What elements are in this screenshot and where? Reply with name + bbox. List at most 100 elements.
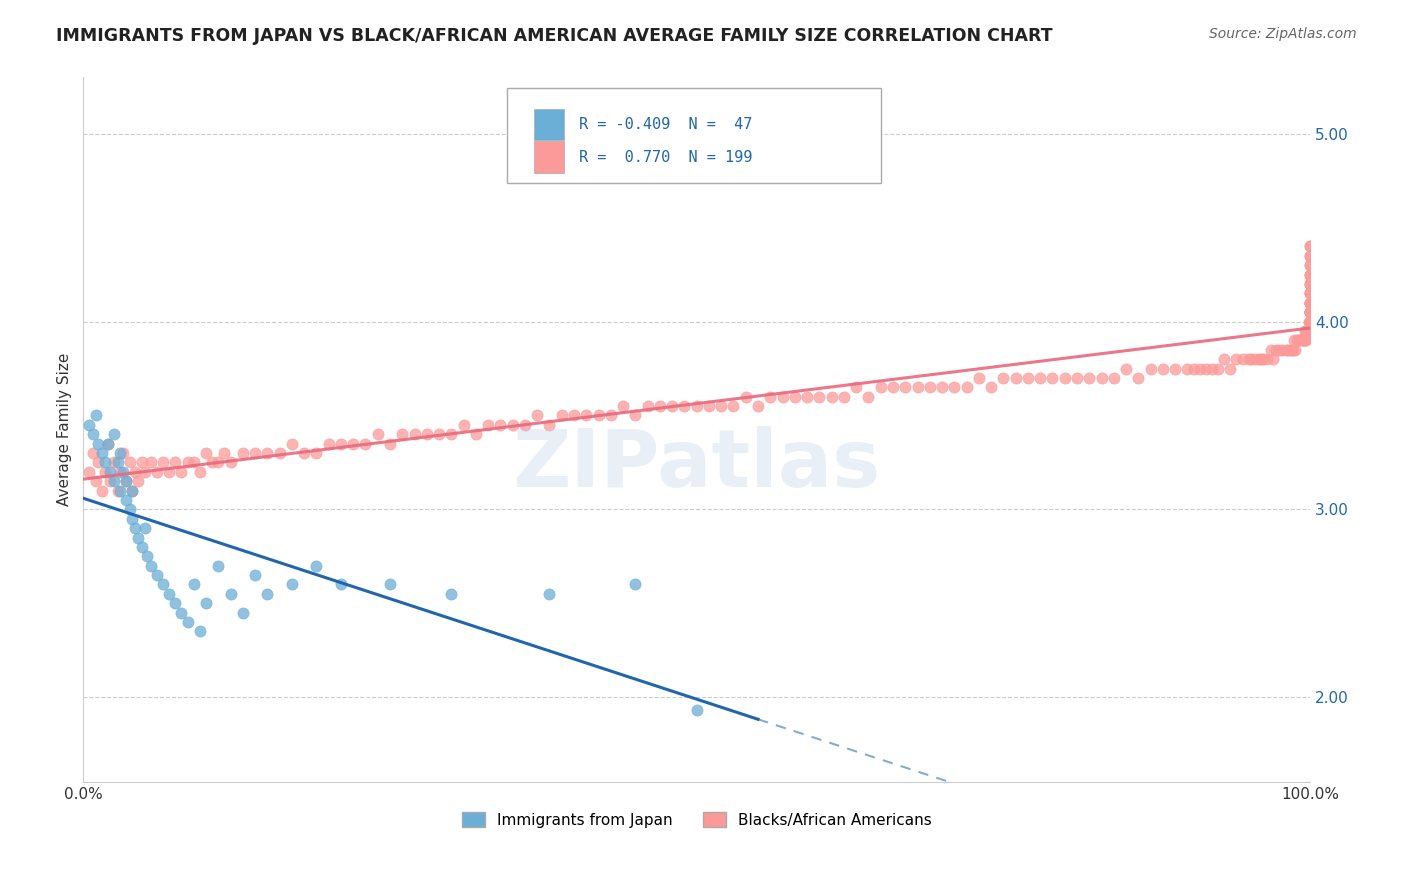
Point (1299, 305, 1322, 319)
Point (1232, 352, 1254, 367)
Point (103, 455, 125, 469)
Point (1299, 286, 1322, 301)
Point (967, 371, 990, 385)
Point (115, 474, 138, 488)
Point (796, 390, 818, 404)
Point (1177, 361, 1199, 376)
Point (1298, 315, 1320, 329)
Point (1299, 305, 1322, 319)
Point (305, 446, 328, 460)
Point (157, 465, 180, 479)
Point (1201, 361, 1223, 376)
Point (551, 409, 574, 423)
Point (502, 417, 524, 432)
Point (134, 465, 156, 479)
Point (1299, 315, 1322, 329)
Point (1299, 268, 1322, 282)
Point (108, 483, 131, 498)
Point (84, 409, 107, 423)
Point (894, 380, 917, 394)
Point (599, 409, 621, 423)
Point (329, 577, 352, 591)
Point (845, 380, 868, 394)
Point (1298, 324, 1320, 338)
Point (256, 587, 278, 601)
Point (1042, 371, 1064, 385)
Point (907, 380, 929, 394)
Point (538, 417, 561, 432)
Point (661, 399, 683, 413)
Point (1295, 324, 1317, 338)
Point (121, 483, 143, 498)
Point (367, 427, 389, 442)
Point (1299, 277, 1322, 291)
Point (1139, 361, 1161, 376)
Point (1240, 352, 1263, 367)
Point (1291, 334, 1313, 348)
Point (1296, 324, 1319, 338)
Point (183, 577, 205, 591)
FancyBboxPatch shape (506, 88, 880, 183)
Point (759, 390, 782, 404)
Point (165, 455, 187, 469)
Point (1299, 305, 1322, 319)
Point (103, 427, 125, 442)
Point (404, 427, 426, 442)
Point (87, 455, 110, 469)
Point (118, 455, 141, 469)
Point (115, 474, 138, 488)
Point (1213, 352, 1236, 367)
Point (1128, 371, 1150, 385)
Point (477, 417, 499, 432)
Point (139, 558, 162, 573)
Point (1299, 315, 1322, 329)
Point (943, 380, 966, 394)
Point (1292, 334, 1315, 348)
Point (1298, 324, 1320, 338)
Point (1299, 249, 1322, 263)
Point (513, 417, 536, 432)
Point (1299, 315, 1322, 329)
Point (734, 390, 756, 404)
Point (1299, 305, 1322, 319)
Point (94, 455, 117, 469)
Point (1299, 258, 1322, 272)
Point (136, 549, 159, 564)
Point (281, 436, 304, 450)
Point (1225, 352, 1247, 367)
Point (1299, 295, 1322, 310)
Point (1299, 286, 1322, 301)
Point (882, 380, 904, 394)
Point (188, 624, 211, 639)
Point (1292, 334, 1315, 348)
Point (1237, 352, 1260, 367)
Point (152, 577, 174, 591)
Text: ZIPatlas: ZIPatlas (513, 425, 880, 504)
Point (858, 390, 880, 404)
Point (723, 399, 745, 413)
Point (214, 446, 236, 460)
Text: IMMIGRANTS FROM JAPAN VS BLACK/AFRICAN AMERICAN AVERAGE FAMILY SIZE CORRELATION : IMMIGRANTS FROM JAPAN VS BLACK/AFRICAN A… (56, 27, 1053, 45)
Point (157, 587, 180, 601)
Point (1277, 343, 1299, 357)
Point (1299, 277, 1322, 291)
Point (111, 465, 134, 479)
Point (1299, 268, 1322, 282)
Point (612, 399, 634, 413)
Point (243, 568, 266, 582)
Point (1295, 334, 1317, 348)
Point (1299, 315, 1322, 329)
Point (256, 446, 278, 460)
Text: Source: ZipAtlas.com: Source: ZipAtlas.com (1209, 27, 1357, 41)
Point (1299, 315, 1322, 329)
Point (440, 427, 463, 442)
Point (427, 427, 450, 442)
Point (1299, 268, 1322, 282)
Point (1256, 352, 1278, 367)
Point (575, 409, 598, 423)
Point (318, 436, 340, 450)
Point (232, 606, 254, 620)
Point (416, 427, 439, 442)
Point (108, 446, 131, 460)
Point (783, 390, 806, 404)
